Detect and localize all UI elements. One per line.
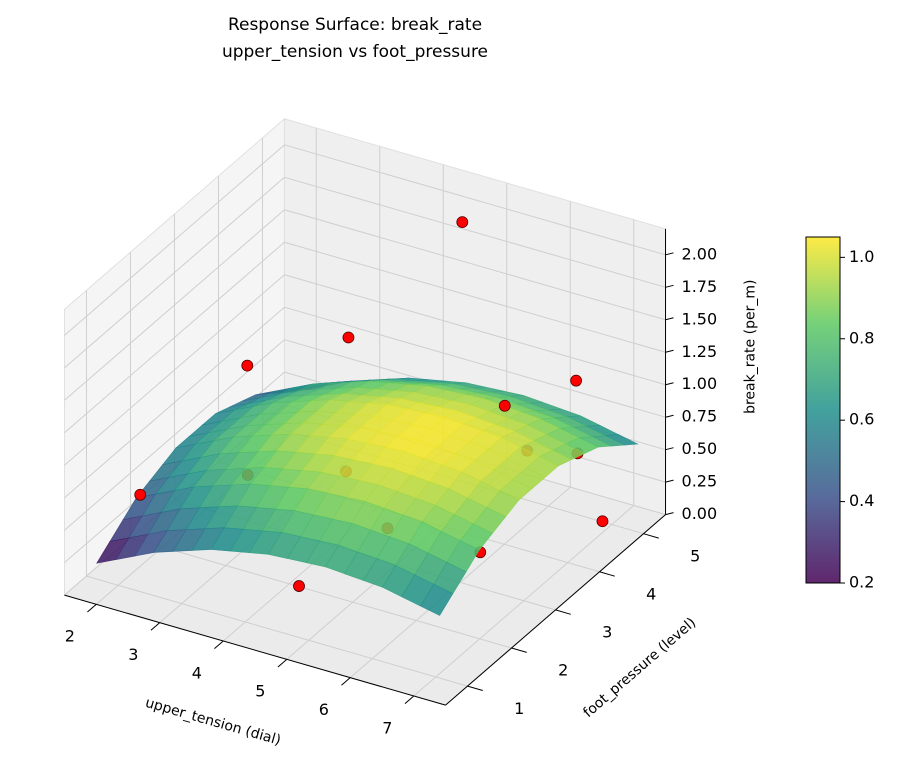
grid-line: [64, 176, 285, 369]
y-tick-label: 5: [690, 546, 700, 565]
tick-mark: [665, 382, 674, 386]
z-tick-label: 1.25: [682, 342, 718, 361]
tick-mark: [665, 447, 674, 451]
tick-mark: [665, 317, 674, 321]
grid-line: [64, 209, 285, 401]
z-axis-label: break_rate (per_m): [743, 280, 759, 414]
tick-mark: [555, 609, 571, 615]
x-tick-label: 4: [192, 663, 202, 682]
colorbar-tick-label: 0.6: [849, 410, 874, 429]
x-axis-label: upper_tension (dial): [143, 695, 282, 749]
tick-mark: [665, 349, 674, 353]
grid-line: [284, 306, 666, 418]
data-point: [293, 580, 305, 592]
data-point: [241, 359, 254, 372]
x-tick-label: 2: [65, 627, 75, 646]
data-point: [498, 399, 511, 412]
y-axis-label: foot_pressure (level): [580, 615, 699, 721]
tick-mark: [665, 414, 674, 418]
tick-mark: [665, 479, 674, 483]
z-tick-label: 0.75: [682, 407, 718, 426]
tick-mark: [87, 603, 97, 613]
y-tick-label: 1: [514, 699, 524, 718]
colorbar-tick-label: 0.2: [849, 573, 874, 592]
tick-mark: [599, 571, 615, 577]
chart-subtitle: upper_tension vs foot_pressure: [222, 42, 488, 62]
data-point: [456, 216, 469, 229]
tick-mark: [511, 647, 527, 653]
tick-mark: [467, 685, 483, 691]
data-point: [134, 488, 147, 501]
tick-mark: [277, 658, 288, 668]
grid-line: [86, 575, 468, 687]
tick-mark: [150, 622, 161, 631]
z-tick-label: 1.75: [682, 277, 718, 296]
grid-line: [64, 241, 285, 434]
grid-line: [284, 241, 666, 353]
z-tick-label: 1.50: [682, 309, 718, 328]
z-tick-label: 2.00: [682, 244, 718, 263]
x-tick-label: 6: [319, 700, 329, 719]
surface-patch: [420, 583, 454, 616]
grid-line: [64, 306, 285, 499]
tick-mark: [665, 284, 674, 288]
colorbar: [805, 236, 841, 584]
colorbar-tick-label: 1.0: [849, 247, 874, 266]
z-tick-label: 0.50: [682, 439, 718, 458]
y-tick-label: 3: [602, 623, 612, 642]
x-tick-label: 3: [128, 645, 138, 664]
tick-mark: [665, 512, 674, 516]
grid-line: [130, 537, 512, 649]
tick-mark: [665, 252, 674, 256]
grid-line: [64, 274, 285, 466]
x-tick-label: 5: [255, 682, 265, 701]
grid-line: [64, 144, 285, 336]
z-tick-label: 1.00: [682, 374, 718, 393]
tick-mark: [643, 533, 659, 539]
tick-mark: [341, 677, 351, 686]
grid-line: [284, 144, 666, 256]
x-tick-label: 7: [382, 718, 392, 737]
grid-line: [284, 209, 666, 321]
y-tick-label: 2: [558, 661, 568, 680]
data-point: [570, 374, 583, 387]
grid-line: [284, 176, 666, 288]
grid-line: [284, 274, 666, 386]
tick-mark: [404, 695, 415, 704]
colorbar-tick-label: 0.8: [849, 328, 874, 347]
x-axis: [64, 594, 446, 706]
z-tick-label: 0.25: [682, 472, 718, 491]
chart-title: Response Surface: break_rate: [228, 15, 482, 35]
data-point: [342, 331, 355, 344]
y-tick-label: 4: [646, 584, 656, 603]
colorbar-tick-label: 0.4: [849, 491, 874, 510]
z-tick-label: 0.00: [682, 504, 718, 523]
tick-mark: [214, 640, 224, 649]
data-point: [596, 515, 609, 528]
